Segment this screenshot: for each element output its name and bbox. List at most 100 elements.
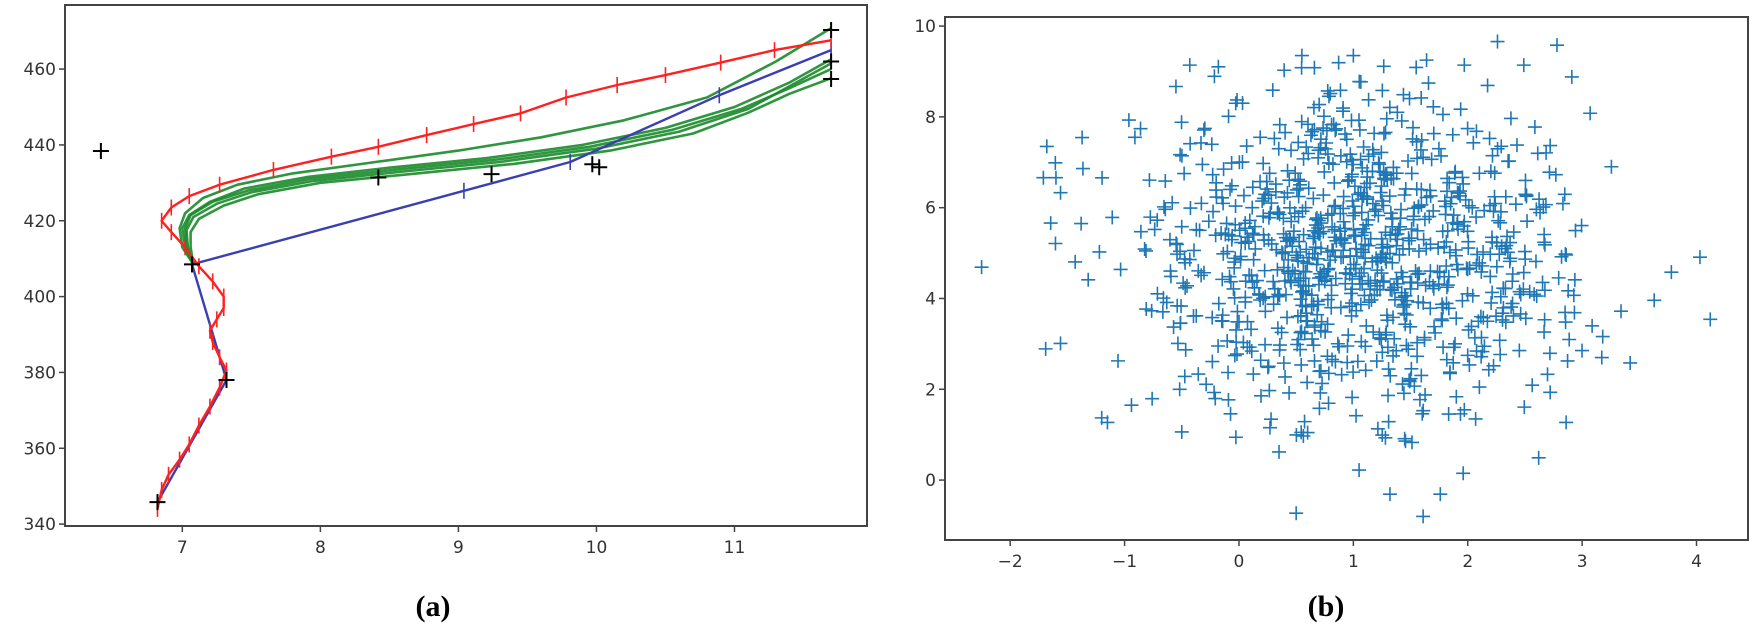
panel-a-chart: 7 8 9 10 11 340 360 380 400 420 440 460: [24, 4, 868, 558]
scatter-point: [1457, 58, 1472, 73]
scatter-point: [1294, 60, 1309, 75]
scatter-point: [1374, 332, 1389, 347]
scatter-point: [1294, 48, 1309, 63]
scatter-point: [1402, 374, 1417, 389]
scatter-point: [1300, 117, 1315, 132]
scatter-point: [1248, 241, 1263, 256]
scatter-point: [1455, 170, 1470, 185]
scatter-point: [1502, 254, 1517, 269]
scatter-point: [1365, 196, 1380, 211]
scatter-point: [1253, 353, 1268, 368]
scatter-point: [1382, 100, 1397, 115]
plus-marker: [370, 169, 387, 186]
scatter-point: [1410, 335, 1425, 350]
scatter-point: [1517, 400, 1532, 415]
scatter-point: [1289, 427, 1304, 442]
scatter-point: [1575, 343, 1590, 358]
scatter-point: [1441, 407, 1456, 422]
scatter-point: [1560, 353, 1575, 368]
scatter-point: [1292, 234, 1307, 249]
scatter-point: [1306, 338, 1321, 353]
scatter-point: [1372, 330, 1387, 345]
scatter-point: [1293, 271, 1308, 286]
scatter-point: [1289, 248, 1304, 263]
scatter-point: [1339, 154, 1354, 169]
scatter-point: [1312, 97, 1327, 112]
scatter-point: [1416, 509, 1431, 524]
scatter-point: [1409, 182, 1424, 197]
scatter-point: [1178, 342, 1193, 357]
scatter-point: [1480, 78, 1495, 93]
scatter-point: [1317, 164, 1332, 179]
scatter-point: [1209, 183, 1224, 198]
scatter-point: [1236, 188, 1251, 203]
scatter-point: [1414, 197, 1429, 212]
y-tick-label: 340: [24, 515, 56, 535]
line-green-1: [178, 26, 832, 266]
scatter-point: [1319, 123, 1334, 138]
x-tick-label: 10: [586, 538, 608, 558]
scatter-point: [1430, 264, 1445, 279]
scatter-point: [1301, 181, 1316, 196]
scatter-point: [1346, 48, 1361, 63]
scatter-point: [1092, 244, 1107, 259]
scatter-point: [1169, 237, 1184, 252]
scatter-point: [1428, 325, 1443, 340]
scatter-point: [1137, 242, 1152, 257]
scatter-point: [1346, 257, 1361, 272]
scatter-point: [1527, 120, 1542, 135]
scatter-point: [1307, 353, 1322, 368]
scatter-point: [1396, 87, 1411, 102]
plus-marker: [92, 142, 109, 159]
scatter-point: [1272, 444, 1287, 459]
scatter-point: [1397, 288, 1412, 303]
scatter-point: [1223, 406, 1238, 421]
scatter-point: [1221, 109, 1236, 124]
scatter-point: [1486, 358, 1501, 373]
scatter-point: [1201, 214, 1216, 229]
scatter-point: [1265, 83, 1280, 98]
scatter-point: [1462, 357, 1477, 372]
scatter-point: [1410, 349, 1425, 364]
scatter-point: [1180, 278, 1195, 293]
scatter-point: [1105, 210, 1120, 225]
scatter-point: [1196, 122, 1211, 137]
scatter-point: [1287, 206, 1302, 221]
scatter-point: [1564, 69, 1579, 84]
scatter-point: [1242, 268, 1257, 283]
scatter-point: [1174, 424, 1189, 439]
scatter-point: [1334, 367, 1349, 382]
scatter-point: [1393, 202, 1408, 217]
scatter-point: [1365, 254, 1380, 269]
scatter-point: [1664, 265, 1679, 280]
line-red-track: [156, 39, 832, 510]
scatter-point: [1277, 274, 1292, 289]
plus-marker: [823, 22, 840, 39]
scatter-point: [1285, 263, 1300, 278]
scatter-point: [1294, 114, 1309, 129]
scatter-point: [1143, 210, 1158, 225]
scatter-point: [1398, 434, 1413, 449]
y-tick-label: 440: [24, 136, 56, 156]
scatter-point: [1448, 336, 1462, 351]
scatter-point: [1411, 244, 1426, 259]
scatter-point: [1559, 248, 1574, 263]
scatter-point: [1174, 115, 1189, 130]
scatter-point: [1391, 222, 1406, 237]
scatter-point: [1492, 333, 1507, 348]
scatter-point: [1230, 92, 1245, 107]
scatter-point: [1230, 347, 1245, 362]
scatter-point: [1378, 430, 1393, 445]
scatter-point: [1303, 128, 1318, 143]
scatter-point: [1357, 225, 1372, 240]
scatter-point: [1461, 322, 1476, 337]
scatter-point: [1228, 199, 1243, 214]
scatter-point: [1133, 121, 1148, 136]
scatter-point: [1555, 196, 1570, 211]
scatter-point: [1336, 101, 1351, 116]
scatter-point: [1397, 306, 1412, 321]
x-tick-label: −1: [1112, 552, 1137, 572]
scatter-point: [1226, 281, 1241, 296]
scatter-point: [1404, 361, 1419, 376]
scatter-point: [1244, 322, 1259, 337]
